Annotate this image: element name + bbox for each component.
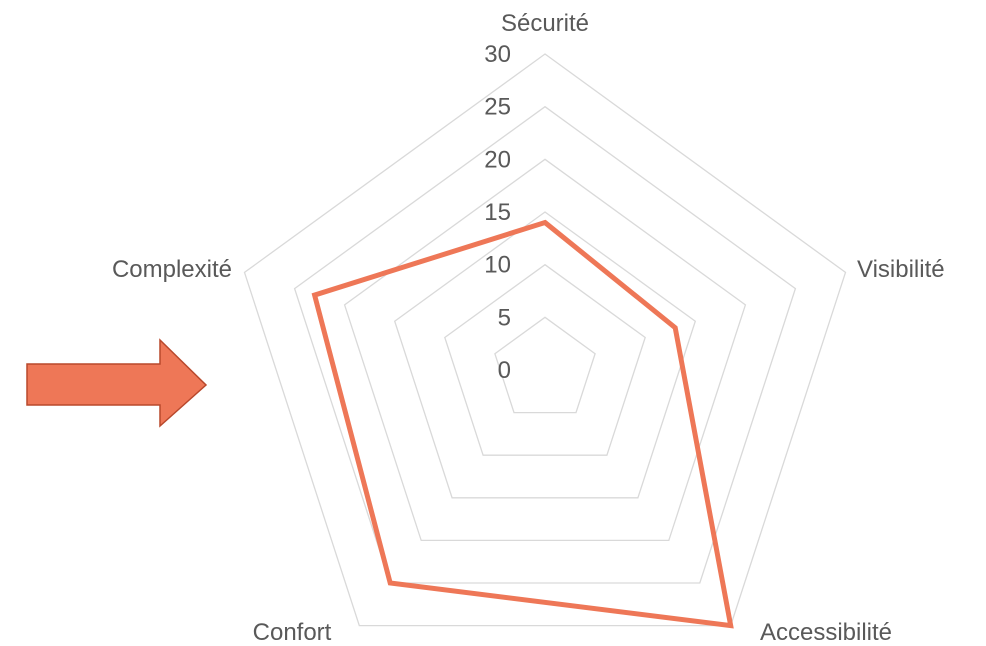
tick-label: 25 [484,94,511,121]
series-line [311,219,734,629]
grid-ring [444,263,646,456]
decorations [26,338,208,428]
tick-label: 30 [484,41,511,68]
tick-label: 15 [484,199,511,226]
tick-label: 20 [484,146,511,173]
right-arrow-icon [26,338,208,428]
series-layer [311,219,734,629]
tick-label: 5 [498,304,511,331]
tick-label: 10 [484,252,511,279]
grid-ring [393,211,697,499]
radar-grid [243,53,847,627]
category-label: Sécurité [501,10,589,37]
category-label: Visibilité [857,256,945,283]
category-label: Complexité [112,256,232,283]
category-label: Confort [253,619,332,646]
category-labels: Sécurité Visibilité Accessibilité Confort Co… [112,10,945,646]
grid-ring [293,105,797,584]
tick-label: 0 [498,357,511,384]
radial-tick-labels: 0 5 10 15 20 25 30 [484,41,511,384]
grid-ring [343,158,747,542]
grid-ring [243,53,847,627]
grid-ring [494,316,596,414]
category-label: Accessibilité [760,619,892,646]
